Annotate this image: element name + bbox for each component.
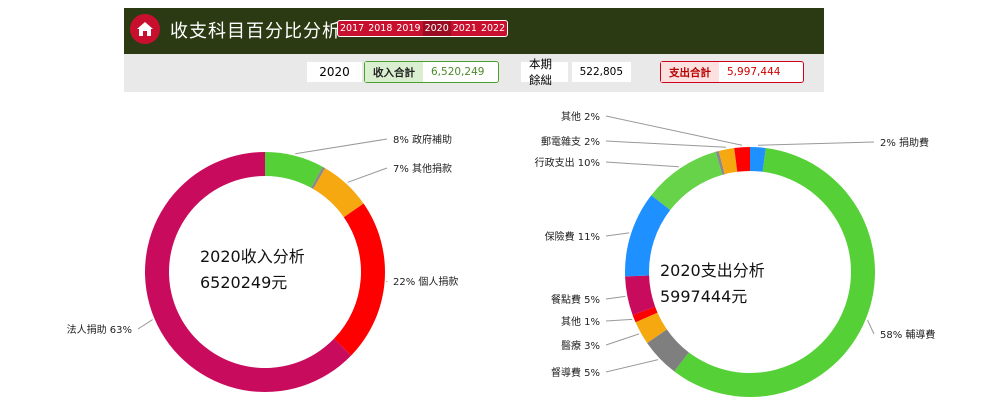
- donut-slice: [632, 306, 658, 323]
- slice-label: 7% 其他捐款: [393, 162, 452, 175]
- leader-line: [758, 141, 875, 146]
- balance-value: 522,805: [571, 62, 631, 82]
- leader-line: [605, 161, 679, 168]
- slice-label: 督導費 5%: [551, 366, 600, 379]
- donut-slice: [674, 147, 875, 398]
- slice-label: 餐點費 5%: [551, 293, 600, 306]
- expense-total-label: 支出合計: [661, 62, 719, 82]
- donut-slice: [313, 168, 364, 218]
- leader-line: [347, 167, 388, 183]
- leader-line: [605, 359, 659, 373]
- donut-slice: [144, 152, 352, 392]
- donut-slice: [647, 329, 689, 372]
- slice-label: 22% 個人捐款: [393, 275, 458, 288]
- leader-line: [867, 319, 875, 335]
- leader-line: [605, 140, 727, 148]
- year-tab-2020[interactable]: 2020: [422, 21, 451, 36]
- expense-total-value: 5,997,444: [727, 66, 781, 78]
- expense-total-box: 支出合計 5,997,444: [660, 61, 804, 83]
- slice-label: 行政支出 10%: [535, 156, 600, 169]
- leader-line: [605, 295, 626, 300]
- slice-label: 醫療 3%: [561, 339, 600, 352]
- donut-slice: [715, 150, 725, 175]
- donut-slice: [333, 203, 385, 356]
- year-tab-2017[interactable]: 2017: [340, 23, 365, 34]
- donut-slice: [311, 166, 326, 189]
- year-selector: 2017 2018 2019 2020 2021 2022: [337, 20, 509, 37]
- leader-line: [295, 138, 388, 155]
- income-total-value: 6,520,249: [431, 66, 485, 78]
- year-tab-2021[interactable]: 2021: [452, 23, 477, 34]
- donut-slice: [265, 152, 323, 188]
- expense-center-value: 5997444元: [660, 287, 747, 306]
- slice-label: 其他 1%: [561, 315, 600, 328]
- donut-slice: [718, 147, 738, 175]
- donut-slice: [651, 151, 723, 211]
- selected-year: 2020: [307, 62, 362, 82]
- year-tab-2022[interactable]: 2022: [480, 23, 506, 34]
- slice-label: 58% 輔導費: [880, 328, 935, 341]
- leader-line: [605, 232, 630, 237]
- slice-label: 保險費 11%: [545, 230, 600, 243]
- donut-slice: [734, 147, 750, 172]
- leader-line: [605, 333, 640, 346]
- slice-label: 2% 捐助費: [880, 136, 929, 149]
- income-total-label: 收入合計: [365, 62, 423, 82]
- page-title: 收支科目百分比分析: [170, 21, 341, 42]
- slice-label: 郵電雜支 2%: [541, 135, 600, 148]
- donut-slice: [625, 195, 671, 277]
- slice-label: 法人捐助 63%: [67, 323, 132, 336]
- leader-line: [605, 318, 633, 322]
- leader-line: [605, 115, 743, 146]
- donut-slice: [635, 312, 667, 343]
- slice-label: 8% 政府補助: [393, 133, 452, 146]
- donut-slice: [750, 147, 766, 172]
- income-center-title: 2020收入分析: [200, 247, 305, 266]
- expense-donut-chart: 其他 2% 郵電雜支 2% 行政支出 10% 保險費 11% 餐點費 5% 其他 1% 醫療…: [535, 110, 935, 398]
- income-total-box: 收入合計 6,520,249: [364, 61, 499, 83]
- balance-box: 本期餘絀 522,805: [520, 57, 632, 87]
- leader-line: [137, 319, 153, 330]
- home-icon[interactable]: [130, 14, 160, 44]
- slice-label: 其他 2%: [561, 110, 600, 123]
- income-center-value: 6520249元: [200, 273, 287, 292]
- donut-slice: [625, 275, 656, 315]
- expense-center-title: 2020支出分析: [660, 261, 765, 280]
- year-tab-2019[interactable]: 2019: [396, 23, 421, 34]
- year-tab-2018[interactable]: 2018: [368, 23, 393, 34]
